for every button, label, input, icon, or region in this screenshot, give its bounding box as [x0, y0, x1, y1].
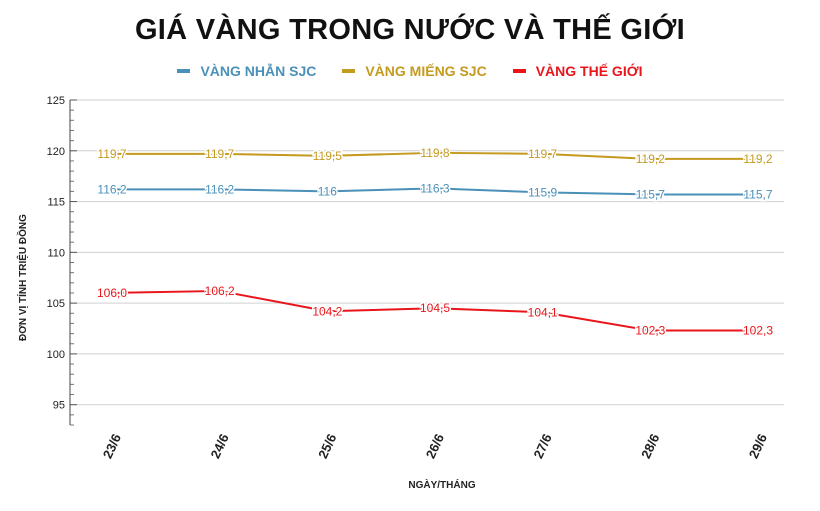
legend-swatch-mieng-sjc	[342, 69, 356, 73]
data-label: 104,5	[420, 301, 450, 315]
data-label: 104,2	[312, 304, 342, 318]
x-axis-title: NGÀY/THÁNG	[408, 478, 475, 491]
data-label: 115,9	[528, 185, 557, 199]
data-point	[756, 192, 760, 196]
data-label: 116,2	[97, 182, 126, 196]
y-tick-label: 125	[47, 95, 65, 107]
data-point	[218, 289, 222, 293]
x-tick-label: 29/6	[746, 431, 770, 460]
data-point	[648, 157, 652, 161]
y-tick-label: 110	[47, 247, 65, 259]
data-label: 119,7	[205, 147, 234, 161]
y-tick-label: 115	[47, 197, 65, 209]
chart-title: GIÁ VÀNG TRONG NƯỚC VÀ THẾ GIỚI	[134, 14, 686, 46]
data-point	[541, 190, 545, 194]
data-label: 116	[318, 184, 337, 198]
data-label: 119,2	[636, 152, 665, 166]
x-tick-label: 28/6	[638, 431, 662, 460]
data-point	[325, 189, 329, 193]
data-label: 116,3	[420, 181, 449, 195]
legend-item-nhan-sjc: VÀNG NHẪN SJC	[177, 63, 316, 79]
x-tick-label: 23/6	[100, 431, 124, 460]
y-tick-label: 120	[47, 146, 65, 158]
data-point	[433, 151, 437, 155]
data-point	[756, 157, 760, 161]
data-point	[325, 309, 329, 313]
data-label: 102,3	[743, 324, 773, 338]
data-point	[110, 291, 114, 295]
data-label: 119,5	[313, 149, 342, 163]
x-tick-label: 26/6	[423, 431, 447, 460]
legend-label-mieng-sjc: VÀNG MIẾNG SJC	[365, 63, 487, 79]
legend-label-nhan-sjc: VÀNG NHẪN SJC	[200, 63, 317, 79]
legend-item-the-gioi: VÀNG THẾ GIỚI	[512, 63, 643, 79]
data-label: 106,2	[205, 284, 235, 298]
data-point	[218, 187, 222, 191]
legend-swatch-nhan-sjc	[177, 69, 191, 73]
data-point	[756, 329, 760, 333]
data-label: 116,2	[205, 182, 234, 196]
data-label: 119,8	[420, 146, 449, 160]
data-point	[541, 310, 545, 314]
data-point	[218, 152, 222, 156]
data-label: 102,3	[635, 324, 665, 338]
data-label: 104,1	[528, 305, 558, 319]
x-tick-label: 27/6	[530, 431, 554, 460]
data-label: 119,2	[743, 152, 772, 166]
data-point	[325, 154, 329, 158]
legend-swatch-the-gioi	[512, 69, 526, 73]
y-tick-label: 100	[47, 349, 65, 361]
data-point	[110, 152, 114, 156]
y-tick-label: 105	[47, 298, 65, 310]
legend-label-the-gioi: VÀNG THẾ GIỚI	[535, 63, 643, 79]
data-point	[433, 306, 437, 310]
y-tick-label: 95	[53, 400, 65, 412]
data-label: 119,7	[528, 147, 557, 161]
y-axis-title: ĐƠN VỊ TÍNH TRIỆU ĐỒNG	[16, 214, 29, 341]
x-tick-label: 25/6	[315, 431, 339, 460]
data-point	[433, 186, 437, 190]
data-label: 119,7	[97, 147, 126, 161]
data-point	[648, 329, 652, 333]
legend: VÀNG NHẪN SJC VÀNG MIẾNG SJC VÀNG THẾ GI…	[0, 63, 820, 79]
x-tick-label: 24/6	[207, 431, 231, 460]
legend-item-mieng-sjc: VÀNG MIẾNG SJC	[342, 63, 487, 79]
data-label: 115,7	[636, 187, 665, 201]
data-point	[541, 152, 545, 156]
data-label: 115,7	[743, 187, 772, 201]
data-point	[110, 187, 114, 191]
data-point	[648, 192, 652, 196]
data-label: 106,0	[97, 286, 127, 300]
